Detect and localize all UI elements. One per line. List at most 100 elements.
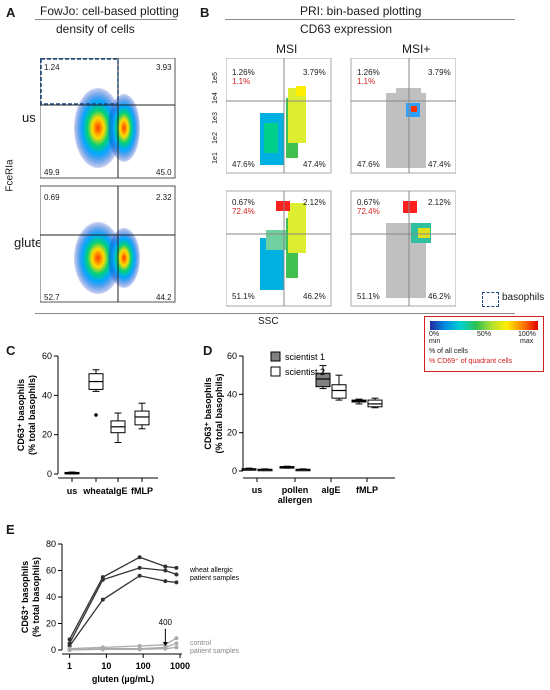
- b-us-q-tl: 1.26%: [232, 68, 255, 77]
- y-axis-label-line2: (% total basophils): [27, 375, 37, 455]
- b-y-tick: 1e4: [211, 92, 219, 104]
- box-scientist-1-2-box: [315, 372, 331, 388]
- y-tick-label: 40: [46, 592, 56, 602]
- panel-d-boxplot: 0 20 40 60 CD63⁺ basophils (% total basophils…: [203, 351, 395, 505]
- a-gluten-q-bl: 52.7: [44, 293, 60, 302]
- b-gluten-q-bl: 51.1%: [232, 292, 255, 301]
- b-us-q-tl-red: 1.1%: [232, 77, 251, 86]
- x-tick-label: fMLP: [131, 486, 153, 496]
- panel-a-flow-plots: [40, 58, 176, 303]
- b-gluten-q-tl: 0.67%: [232, 198, 255, 207]
- b-y-tick: 1e1: [211, 152, 219, 164]
- series-point: [137, 565, 142, 570]
- y-axis-label-line2: (% total basophils): [31, 557, 41, 637]
- x-tick-label: 1000: [170, 661, 190, 671]
- x-tick-label: fMLP: [356, 485, 378, 495]
- box-fMLP-box: [134, 410, 150, 426]
- panel-b-title: PRI: bin-based plotting: [300, 4, 422, 18]
- series-point: [100, 597, 105, 602]
- legend-swatch: [270, 351, 281, 362]
- a-gluten-q-tl: 0.69: [44, 193, 60, 202]
- b-us-q-tr: 3.79%: [303, 68, 326, 77]
- panel-b-bin-plots: [226, 58, 456, 307]
- col-label-msi-plus: MSI+: [402, 42, 431, 56]
- control-label-line1: control: [190, 640, 211, 647]
- b-us-plus-q-tl-red: 1.1%: [357, 77, 376, 86]
- b-y-tick: 1e5: [211, 72, 219, 84]
- legend-pct-50: 50%: [477, 331, 492, 338]
- panel-letter-d: D: [203, 343, 213, 358]
- panel-a-subtitle: density of cells: [56, 22, 135, 36]
- series-point: [174, 580, 179, 585]
- b-gluten-plus-q-br: 46.2%: [428, 292, 451, 301]
- y-axis-label-line1: CD63⁺ basophils: [203, 377, 213, 449]
- x-axis-label-ssc: SSC: [258, 316, 279, 327]
- y-tick-label: 80: [46, 539, 56, 549]
- series-point: [137, 647, 142, 652]
- x-tick-label: algE: [108, 486, 127, 496]
- x-tick-label: 100: [136, 661, 151, 671]
- series-point: [174, 565, 179, 570]
- panel-c-boxplot: 0 20 40 60 CD63⁺ basophils (% total basophils…: [16, 351, 158, 496]
- box-wheat-outlier: [94, 413, 98, 417]
- y-tick-label: 60: [46, 566, 56, 576]
- x-tick-label: pollen: [282, 485, 309, 495]
- panel-letter-e: E: [6, 522, 15, 537]
- b-gluten-q-tl-red: 72.4%: [232, 207, 255, 216]
- color-scale-bar: [430, 321, 538, 330]
- a-gluten-q-tr: 2.32: [156, 193, 172, 202]
- x-tick-label: algE: [321, 485, 340, 495]
- row-label-us: us: [22, 110, 36, 125]
- y-tick-label: 0: [47, 469, 52, 479]
- x-tick-label: wheat: [82, 486, 109, 496]
- series-point: [137, 555, 142, 560]
- allergic-label-line1: wheat allergic: [189, 567, 233, 574]
- series-line-2: [69, 575, 177, 647]
- panel-letter-c: C: [6, 343, 16, 358]
- y-axis-label-line1: CD63⁺ basophils: [16, 379, 26, 451]
- x-tick-label: 10: [101, 661, 111, 671]
- x-tick-label: us: [67, 486, 78, 496]
- panel-letter-a: A: [6, 5, 16, 20]
- b-gluten-q-tr: 2.12%: [303, 198, 326, 207]
- legend-min: min: [429, 338, 441, 345]
- series-point: [100, 577, 105, 582]
- series-point: [163, 564, 168, 569]
- arrow-label: 400: [159, 618, 173, 627]
- panel-a-divider: [35, 19, 177, 20]
- series-point: [174, 636, 179, 641]
- panel-b-divider: [225, 19, 515, 20]
- b-us-plus-q-bl: 47.6%: [357, 160, 380, 169]
- basophils-label: basophils: [502, 292, 545, 303]
- panel-b-subtitle: CD63 expression: [300, 22, 393, 36]
- b-us-q-br: 47.4%: [303, 160, 326, 169]
- b-us-plus-q-tr: 3.79%: [428, 68, 451, 77]
- x-tick-label: allergen: [278, 495, 313, 505]
- y-tick-label: 40: [227, 389, 237, 399]
- legend-line1: % of all cells: [429, 348, 468, 355]
- control-label-line2: patient samples: [190, 648, 240, 655]
- legend-max: max: [520, 338, 534, 345]
- series-point: [137, 573, 142, 578]
- legend-pct-100: 100%: [518, 331, 536, 338]
- allergic-label-line2: patient samples: [190, 575, 240, 582]
- series-point: [100, 647, 105, 652]
- ssc-axis-line: [35, 313, 515, 314]
- b-gluten-plus-q-tl-red: 72.4%: [357, 207, 380, 216]
- b-gluten-plus-q-bl: 51.1%: [357, 292, 380, 301]
- panel-e-linechart: 0 20 40 60 80 CD63⁺ basophils (% total basophi…: [20, 539, 240, 684]
- box-scientist-2-2-box: [331, 384, 347, 399]
- series-point: [174, 641, 179, 646]
- y-tick-label: 40: [42, 390, 52, 400]
- a-us-q-tl: 1.24: [44, 63, 60, 72]
- a-gluten-q-br: 44.2: [156, 293, 172, 302]
- col-label-msi: MSI: [276, 42, 298, 56]
- legend-label: scientist 2: [285, 367, 325, 377]
- basophils-gate-swatch: [482, 292, 499, 307]
- y-tick-label: 20: [46, 619, 56, 629]
- y-tick-label: 0: [51, 645, 56, 655]
- b-gluten-plus-q-tr: 2.12%: [428, 198, 451, 207]
- series-line-1: [68, 567, 177, 644]
- legend-pct-0: 0%: [429, 331, 440, 338]
- series-point: [163, 579, 168, 584]
